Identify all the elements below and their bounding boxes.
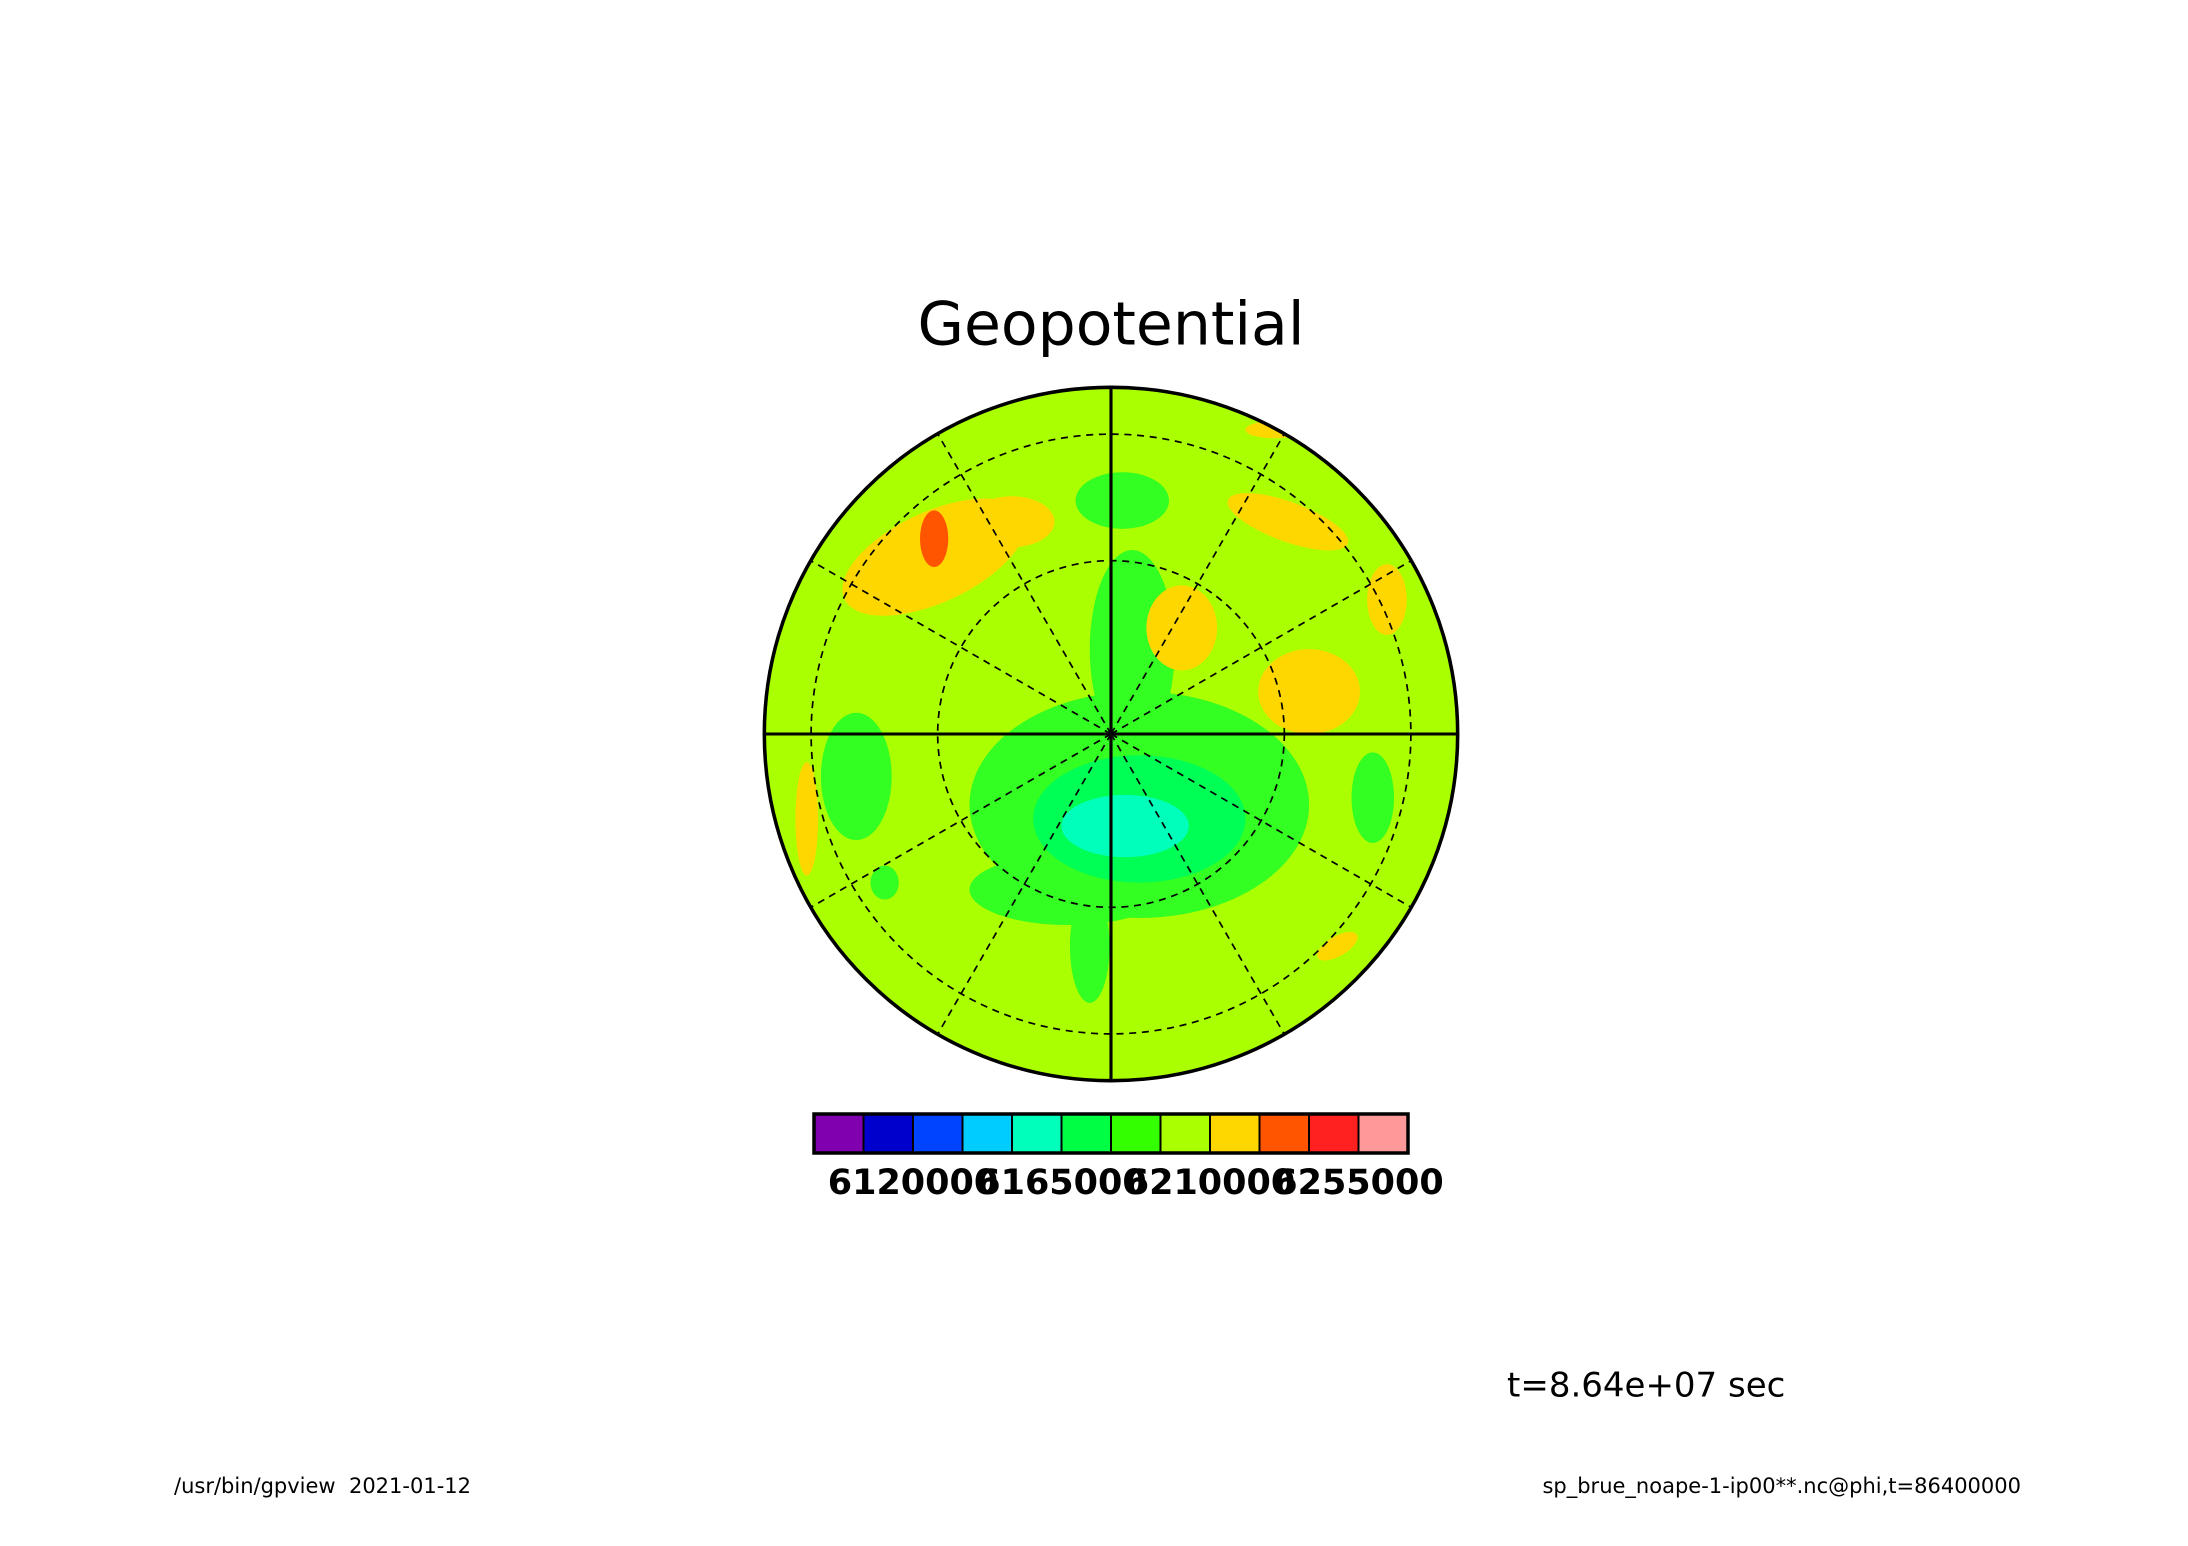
colorbar-cell xyxy=(1110,1113,1162,1154)
polar-grid xyxy=(764,387,1458,1081)
meridian xyxy=(936,733,1112,1035)
colorbar-cell xyxy=(1308,1113,1360,1154)
colorbar-tick-label: 6165000 xyxy=(976,1163,1146,1203)
footer-left: /usr/bin/gpview 2021-01-12 xyxy=(174,1474,471,1498)
map-border xyxy=(762,385,1460,1083)
chart-title: Geopotential xyxy=(917,290,1304,360)
colorbar-cell xyxy=(1209,1113,1261,1154)
colorbar-cell xyxy=(862,1113,914,1154)
colorbar-tick-label: 6255000 xyxy=(1273,1163,1443,1203)
colorbar-cell xyxy=(961,1113,1013,1154)
time-annotation: t=8.64e+07 sec xyxy=(1507,1366,1785,1406)
meridian xyxy=(810,559,1112,735)
colorbar-cell xyxy=(912,1113,964,1154)
footer-right: sp_brue_noape-1-ip00**.nc@phi,t=86400000 xyxy=(1542,1474,2021,1499)
meridian xyxy=(1110,733,1412,909)
colorbar-frame xyxy=(812,1112,1410,1155)
meridian xyxy=(810,733,1112,909)
colorbar-tick-label: 6120000 xyxy=(828,1163,998,1203)
polar-map xyxy=(762,385,1460,1083)
meridian xyxy=(1110,559,1412,735)
colorbar-cell xyxy=(1011,1113,1063,1154)
colorbar-tick-label: 6210000 xyxy=(1125,1163,1295,1203)
meridian xyxy=(1110,433,1286,735)
colorbar-cell xyxy=(813,1113,865,1154)
colorbar-cell xyxy=(1258,1113,1310,1154)
meridian xyxy=(936,433,1112,735)
colorbar-cell xyxy=(1357,1113,1409,1154)
colorbar-cell xyxy=(1159,1113,1211,1154)
meridian xyxy=(1110,733,1286,1035)
colorbar-cell xyxy=(1060,1113,1112,1154)
